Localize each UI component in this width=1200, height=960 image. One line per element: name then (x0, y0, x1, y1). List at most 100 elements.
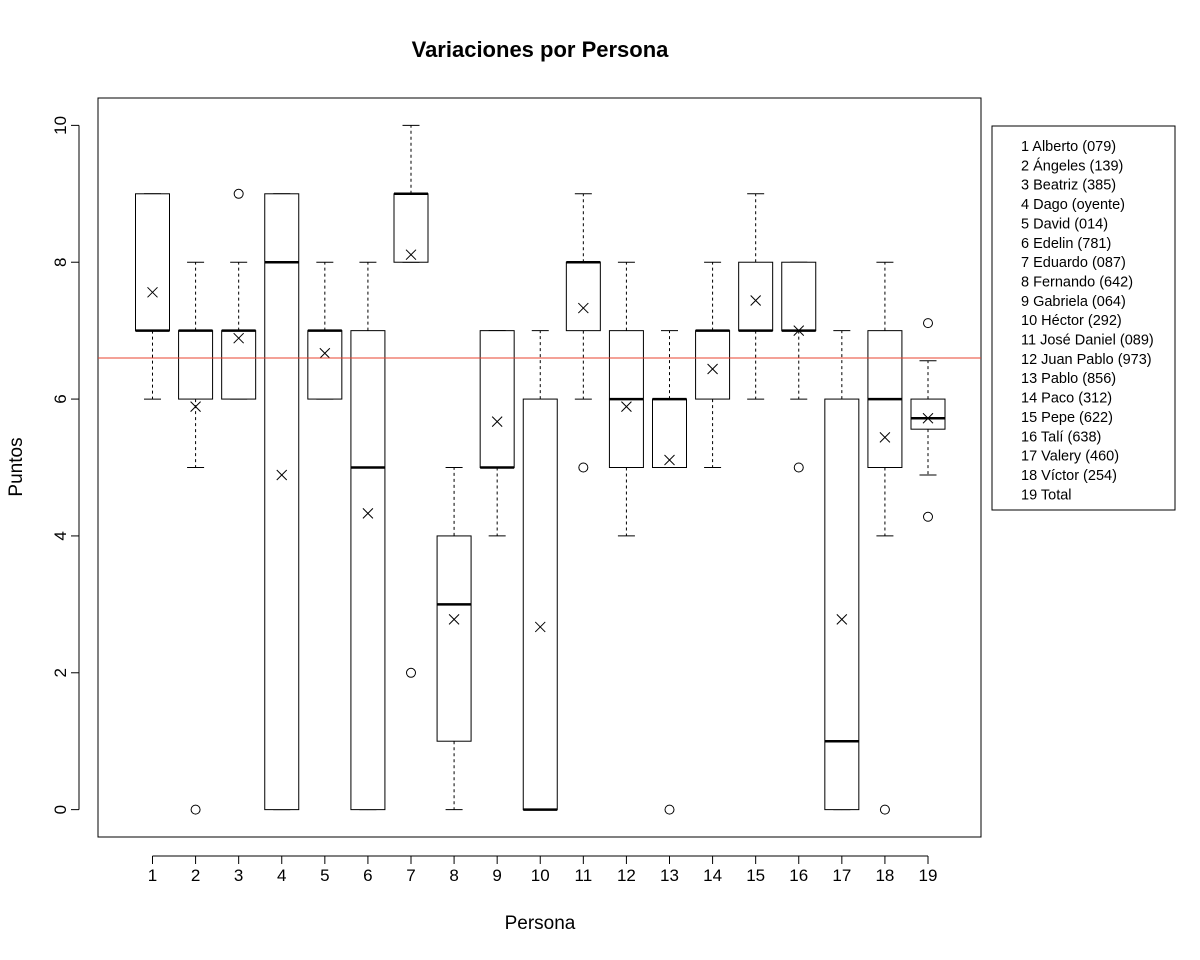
mean-marker-stroke (233, 332, 245, 344)
mean-marker (577, 302, 589, 314)
plot-frame (97, 97, 982, 838)
x-tick-label: 15 (746, 866, 765, 885)
legend: 1 Alberto (079) 2 Ángeles (139) 3 Beatriz … (991, 125, 1176, 511)
box-iqr (738, 261, 774, 332)
mean-marker (793, 325, 805, 337)
x-tick-label: 7 (406, 866, 415, 885)
mean-marker-stroke (534, 621, 546, 633)
outlier-point (578, 462, 589, 473)
outlier-point (406, 667, 416, 678)
mean-marker (190, 401, 201, 412)
box-iqr (436, 535, 472, 742)
box-18 (867, 261, 903, 815)
mean-marker-stroke (448, 614, 460, 625)
box-4 (264, 193, 300, 811)
box-10 (522, 330, 558, 811)
legend-entry: 11 José Daniel (089) (1021, 333, 1154, 349)
x-tick-label: 1 (148, 866, 157, 885)
x-tick-label: 3 (234, 866, 243, 885)
legend-frame (991, 125, 1176, 511)
box-19 (910, 318, 946, 522)
legend-entry: 4 Dago (oyente) (1021, 197, 1125, 213)
mean-marker-stroke (707, 363, 718, 375)
mean-marker-stroke (276, 469, 288, 481)
box-9 (479, 330, 515, 537)
outlier-point (879, 804, 890, 815)
box-iqr (565, 261, 601, 332)
box-15 (738, 193, 774, 400)
mean-marker (664, 454, 675, 466)
mean-marker-stroke (577, 302, 589, 314)
y-tick-label: 2 (51, 668, 70, 677)
legend-entry: 17 Valery (460) (1021, 449, 1119, 465)
x-tick-label: 6 (363, 866, 372, 885)
outlier-point (923, 318, 933, 329)
box-iqr (522, 398, 558, 811)
box-8 (436, 467, 472, 811)
x-tick-label: 19 (919, 866, 938, 885)
mean-marker (147, 286, 158, 298)
mean-marker-stroke (793, 325, 805, 337)
mean-marker (405, 249, 417, 261)
box-iqr (135, 193, 170, 332)
legend-entry: 6 Edelin (781) (1021, 236, 1111, 252)
mean-marker-stroke (664, 454, 675, 466)
mean-marker (750, 295, 762, 306)
mean-marker-stroke (362, 507, 374, 519)
y-tick-label: 6 (51, 394, 70, 403)
box-iqr (781, 261, 817, 332)
x-tick-label: 2 (191, 866, 200, 885)
mean-marker (534, 621, 546, 633)
legend-entry: 18 Víctor (254) (1021, 468, 1117, 484)
box-iqr (695, 330, 731, 400)
mean-marker (233, 332, 245, 344)
mean-marker (836, 614, 848, 625)
y-tick-label: 4 (51, 531, 70, 540)
legend-entry: 3 Beatriz (385) (1021, 178, 1116, 194)
legend-entry: 12 Juan Pablo (973) (1021, 352, 1152, 368)
box-5 (307, 261, 343, 400)
box-iqr (910, 398, 946, 430)
x-axis: 1 2 3 4 5 6 7 8 9 10 11 12 13 14 15 16 17 18 19 (148, 855, 938, 885)
mean-marker-stroke (491, 416, 503, 428)
x-tick-label: 8 (449, 866, 458, 885)
y-axis-title: Puntos (6, 437, 27, 496)
mean-marker (707, 363, 718, 375)
boxes-group (135, 124, 946, 815)
legend-entry: 13 Pablo (856) (1021, 371, 1116, 387)
box-iqr (479, 330, 515, 469)
box-11 (565, 193, 601, 473)
outlier-point (664, 804, 675, 815)
outlier-point (233, 188, 244, 199)
legend-entry: 2 Ángeles (139) (1021, 157, 1123, 174)
legend-entry: 10 Héctor (292) (1021, 313, 1122, 329)
box-iqr (652, 398, 687, 468)
mean-marker (448, 614, 460, 625)
box-16 (781, 261, 817, 473)
mean-marker-stroke (879, 432, 891, 443)
legend-entry: 7 Eduardo (087) (1021, 255, 1126, 271)
x-tick-label: 17 (832, 866, 851, 885)
x-tick-label: 16 (789, 866, 808, 885)
box-iqr (824, 398, 860, 811)
legend-entry: 15 Pepe (622) (1021, 410, 1113, 426)
mean-marker-stroke (147, 286, 158, 298)
x-tick-label: 5 (320, 866, 329, 885)
box-1 (135, 193, 170, 400)
box-2 (178, 261, 214, 815)
legend-entry: 9 Gabriela (064) (1021, 294, 1126, 310)
box-12 (608, 261, 644, 537)
legend-entry: 16 Talí (638) (1021, 429, 1101, 445)
box-7 (393, 124, 429, 678)
box-6 (350, 261, 386, 811)
x-axis-title: Persona (505, 913, 576, 934)
x-tick-label: 10 (531, 866, 550, 885)
x-tick-label: 12 (617, 866, 636, 885)
legend-entry: 1 Alberto (079) (1021, 139, 1116, 155)
legend-entry: 14 Paco (312) (1021, 391, 1112, 407)
mean-marker (879, 432, 891, 443)
x-tick-label: 4 (277, 866, 286, 885)
mean-marker-stroke (836, 614, 848, 625)
mean-marker (491, 416, 503, 428)
